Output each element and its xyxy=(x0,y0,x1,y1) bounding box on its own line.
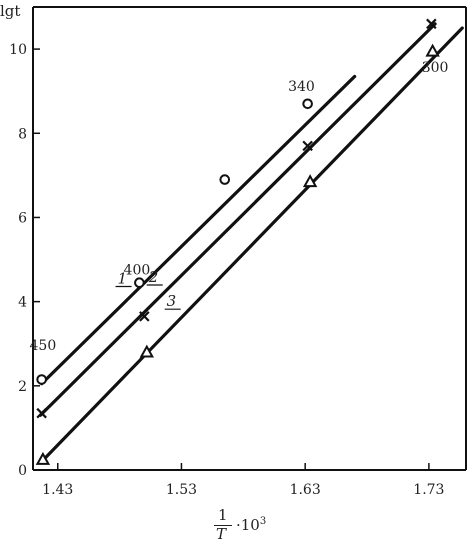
x-axis-label-multiplier: ·103 xyxy=(236,516,267,534)
y-tick-label: 10 xyxy=(9,42,27,58)
series-lines xyxy=(38,22,464,464)
series-3-line xyxy=(40,26,464,464)
axes xyxy=(32,6,467,471)
series-1-line xyxy=(40,74,357,386)
y-tick-label: 8 xyxy=(18,126,27,142)
x-axis-label-numerator: 1 xyxy=(218,506,228,524)
annotation-300: 300 xyxy=(422,60,449,76)
series-2-point xyxy=(426,18,437,30)
series-1-point xyxy=(134,277,145,288)
x-axis-label-denominator: T xyxy=(216,525,227,543)
x-tick-label: 1.73 xyxy=(413,482,444,498)
labels: 1 23 450 400 340 300 xyxy=(30,60,449,354)
series-3-point xyxy=(425,43,440,57)
series-2-point xyxy=(36,407,47,419)
y-tick-label: 6 xyxy=(18,210,27,226)
x-axis-label: 1 T ·103 xyxy=(206,506,276,543)
x-tick-label: 1.43 xyxy=(42,482,73,498)
series-1-point xyxy=(219,174,231,185)
annotation-400: 400 xyxy=(124,262,151,278)
y-axis-label: lgt xyxy=(0,2,20,20)
series-2-line xyxy=(38,22,437,417)
series-1-point xyxy=(36,374,47,385)
series-3-point xyxy=(139,344,155,358)
series-3-label: 3 xyxy=(167,292,177,310)
x-axis-label-fraction-bar xyxy=(214,525,232,526)
annotation-340: 340 xyxy=(288,79,315,95)
annotation-450: 450 xyxy=(30,338,57,354)
x-axis-label-exponent: 3 xyxy=(259,516,267,527)
series-2-point xyxy=(302,140,313,152)
series-3-point xyxy=(302,174,318,188)
series-1-point xyxy=(302,98,313,110)
series-1-label: 1 xyxy=(118,270,128,288)
series-2-point xyxy=(139,311,150,322)
series-3-point xyxy=(35,451,51,465)
y-tick-label: 0 xyxy=(18,463,27,479)
series-2-label: 2 xyxy=(148,268,159,286)
ticks: 1.43 1.53 1.63 1.73 0 2 4 6 8 10 xyxy=(9,42,444,498)
x-tick-label: 1.63 xyxy=(290,482,321,498)
y-tick-label: 4 xyxy=(18,295,27,311)
x-tick-label: 1.53 xyxy=(166,482,197,498)
y-tick-label: 2 xyxy=(18,379,27,395)
markers xyxy=(35,18,440,465)
